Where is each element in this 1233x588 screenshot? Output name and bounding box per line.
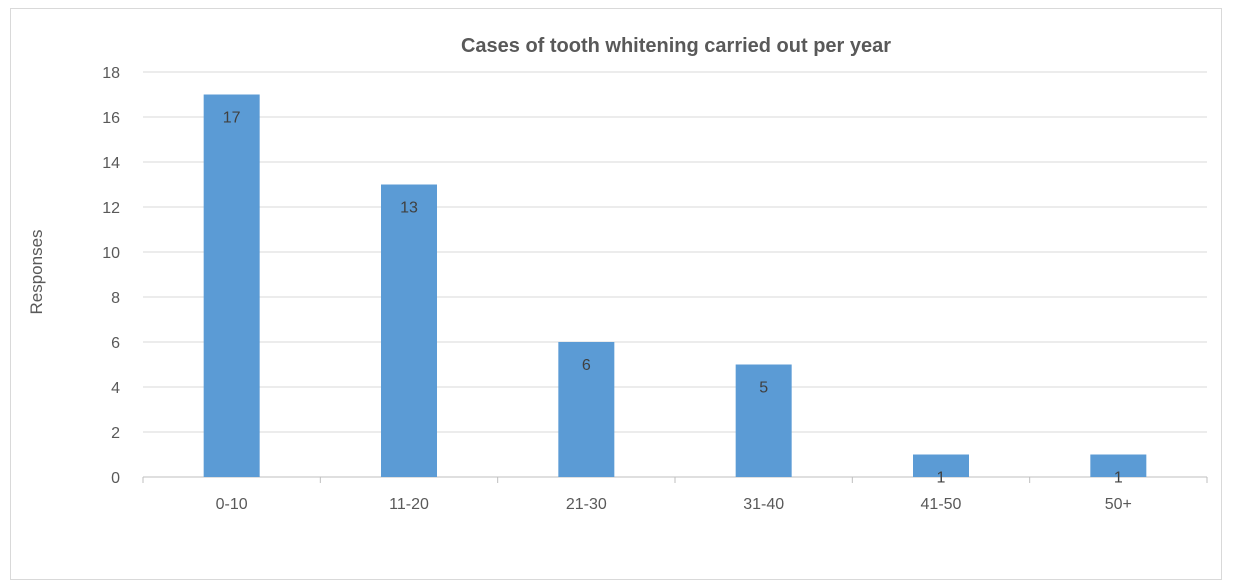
x-tick-label: 11-20 xyxy=(389,496,429,513)
y-axis-label: Responses xyxy=(27,229,46,314)
data-label: 1 xyxy=(937,470,946,487)
y-tick-label: 8 xyxy=(111,290,120,307)
y-tick-label: 16 xyxy=(102,110,120,127)
data-label: 13 xyxy=(400,200,418,217)
y-tick-label: 10 xyxy=(102,245,120,262)
data-label: 1 xyxy=(1114,470,1123,487)
y-tick-label: 18 xyxy=(102,65,120,82)
gridlines xyxy=(142,71,1208,483)
y-tick-label: 0 xyxy=(111,470,120,487)
bars xyxy=(203,94,1147,477)
bar-21-30 xyxy=(558,342,615,477)
bar-31-40 xyxy=(735,364,792,477)
y-tick-label: 6 xyxy=(111,335,120,352)
data-labels: 17 13 6 5 1 1 xyxy=(223,110,1123,487)
data-label: 17 xyxy=(223,110,241,127)
y-tick-label: 14 xyxy=(102,155,120,172)
bar-11-20 xyxy=(381,184,437,477)
data-label: 6 xyxy=(582,357,591,374)
bar-41-50 xyxy=(913,454,969,477)
bar-0-10 xyxy=(203,94,260,477)
chart-title: Cases of tooth whitening carried out per… xyxy=(461,35,891,57)
x-tick-label: 31-40 xyxy=(743,496,784,513)
bar-50+ xyxy=(1090,454,1147,477)
x-tick-label: 0-10 xyxy=(216,496,248,513)
x-tick-label: 21-30 xyxy=(566,496,607,513)
y-tick-label: 12 xyxy=(102,200,120,217)
y-tick-label: 2 xyxy=(111,425,120,442)
x-tick-label: 41-50 xyxy=(921,496,962,513)
data-label: 5 xyxy=(759,380,768,397)
y-tick-label: 4 xyxy=(111,380,120,397)
x-tick-label: 50+ xyxy=(1105,496,1132,513)
